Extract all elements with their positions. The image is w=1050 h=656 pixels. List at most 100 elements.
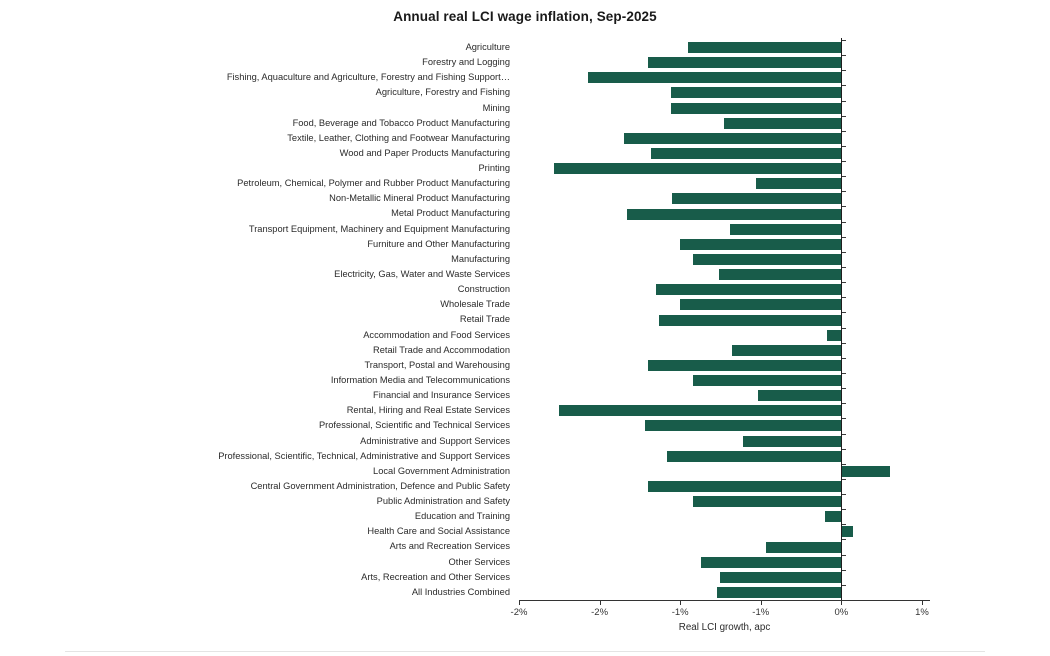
category-axis-tick bbox=[841, 206, 847, 208]
chart-title: Annual real LCI wage inflation, Sep-2025 bbox=[393, 9, 657, 24]
x-axis-tick-label: 1% bbox=[915, 607, 929, 618]
bar bbox=[651, 148, 842, 159]
category-axis-tick bbox=[841, 221, 847, 223]
category-label: Wholesale Trade bbox=[440, 299, 510, 310]
category-axis-tick bbox=[841, 176, 847, 178]
category-label: Electricity, Gas, Water and Waste Servic… bbox=[334, 269, 510, 280]
category-axis-tick bbox=[841, 236, 847, 238]
x-axis-tick bbox=[519, 600, 520, 605]
category-label: Arts, Recreation and Other Services bbox=[361, 571, 510, 582]
x-axis-tick bbox=[921, 600, 923, 605]
category-label: Agriculture, Forestry and Fishing bbox=[375, 87, 510, 98]
x-axis-tick-label: -2% bbox=[591, 607, 609, 618]
category-axis-tick bbox=[841, 145, 847, 147]
category-axis-tick bbox=[841, 70, 847, 72]
category-label: Health Care and Social Assistance bbox=[367, 526, 510, 537]
bar bbox=[723, 117, 842, 129]
bar bbox=[623, 132, 842, 144]
category-label: Administrative and Support Services bbox=[360, 435, 510, 446]
bar bbox=[647, 57, 842, 69]
category-axis-tick bbox=[841, 584, 847, 586]
bar bbox=[647, 480, 842, 492]
category-axis-tick bbox=[841, 539, 847, 541]
category-label: Textile, Leather, Clothing and Footwear … bbox=[287, 132, 510, 143]
bar bbox=[670, 87, 842, 99]
category-label: Retail Trade bbox=[459, 314, 510, 325]
category-axis-tick bbox=[841, 282, 847, 284]
bar bbox=[667, 450, 842, 462]
category-axis-tick bbox=[841, 554, 847, 556]
x-axis-line bbox=[519, 600, 930, 601]
category-label: All Industries Combined bbox=[411, 586, 510, 597]
bar bbox=[826, 329, 842, 341]
bar bbox=[647, 359, 842, 371]
category-axis-tick bbox=[841, 478, 847, 480]
category-axis-tick bbox=[841, 251, 847, 253]
bar bbox=[718, 269, 842, 281]
bar bbox=[588, 72, 842, 84]
category-label: Transport, Postal and Warehousing bbox=[364, 359, 510, 370]
x-axis-tick-label: -2% bbox=[510, 607, 528, 618]
category-axis-tick bbox=[841, 569, 847, 571]
x-axis-tick bbox=[841, 600, 843, 605]
bar bbox=[765, 541, 842, 553]
category-axis-tick bbox=[841, 448, 847, 450]
bar bbox=[841, 465, 890, 477]
category-label: Public Administration and Safety bbox=[376, 496, 510, 507]
category-axis-tick bbox=[841, 267, 847, 269]
bar bbox=[757, 390, 842, 402]
category-label: Mining bbox=[482, 102, 510, 113]
category-label: Forestry and Logging bbox=[422, 57, 510, 68]
bar bbox=[626, 208, 842, 220]
category-label: Printing bbox=[478, 163, 510, 174]
category-label: Professional, Scientific, Technical, Adm… bbox=[218, 450, 510, 461]
bar bbox=[659, 314, 842, 326]
bar bbox=[554, 163, 842, 175]
zero-axis-line bbox=[840, 38, 843, 604]
bar bbox=[693, 253, 842, 265]
category-label: Retail Trade and Accommodation bbox=[373, 344, 510, 355]
category-label: Arts and Recreation Services bbox=[389, 541, 510, 552]
category-axis-tick bbox=[841, 85, 847, 87]
category-label: Financial and Insurance Services bbox=[373, 390, 510, 401]
x-axis-tick bbox=[599, 600, 601, 605]
category-label: Food, Beverage and Tobacco Product Manuf… bbox=[292, 117, 510, 128]
bar bbox=[841, 526, 853, 538]
bar bbox=[701, 556, 842, 568]
category-axis-tick bbox=[841, 418, 847, 420]
category-axis-tick bbox=[841, 161, 847, 163]
bar bbox=[731, 344, 842, 356]
category-axis-tick bbox=[841, 100, 847, 102]
category-label: Furniture and Other Manufacturing bbox=[367, 238, 510, 249]
category-axis-tick bbox=[841, 40, 847, 41]
category-axis-tick bbox=[841, 463, 847, 465]
category-axis-tick bbox=[841, 312, 847, 314]
category-axis-tick bbox=[841, 327, 847, 329]
bar bbox=[717, 586, 842, 598]
category-axis-tick bbox=[841, 342, 847, 344]
category-axis-tick bbox=[841, 494, 847, 496]
category-label: Wood and Paper Products Manufacturing bbox=[339, 147, 510, 158]
bar bbox=[672, 193, 842, 205]
category-axis-tick bbox=[841, 357, 847, 359]
x-axis-tick-label: -1% bbox=[671, 607, 689, 618]
category-axis-tick bbox=[841, 509, 847, 511]
x-axis-tick-label: 0% bbox=[834, 607, 849, 618]
bar bbox=[720, 571, 842, 583]
category-axis-tick bbox=[841, 403, 847, 405]
x-axis-tick-label: -1% bbox=[752, 607, 770, 618]
category-axis-tick bbox=[841, 524, 847, 526]
bar bbox=[693, 375, 842, 387]
bar bbox=[656, 284, 842, 296]
bar bbox=[559, 405, 842, 417]
category-label: Rental, Hiring and Real Estate Services bbox=[346, 405, 510, 416]
category-label: Manufacturing bbox=[451, 253, 510, 264]
x-axis-tick bbox=[760, 600, 762, 605]
category-label: Fishing, Aquaculture and Agriculture, Fo… bbox=[226, 72, 510, 83]
category-axis-tick bbox=[841, 191, 847, 193]
bar bbox=[680, 238, 842, 250]
category-label: Non-Metallic Mineral Product Manufacturi… bbox=[329, 193, 510, 204]
category-label: Metal Product Manufacturing bbox=[391, 208, 510, 219]
category-label: Accommodation and Food Services bbox=[363, 329, 510, 340]
category-axis-tick bbox=[841, 388, 847, 390]
